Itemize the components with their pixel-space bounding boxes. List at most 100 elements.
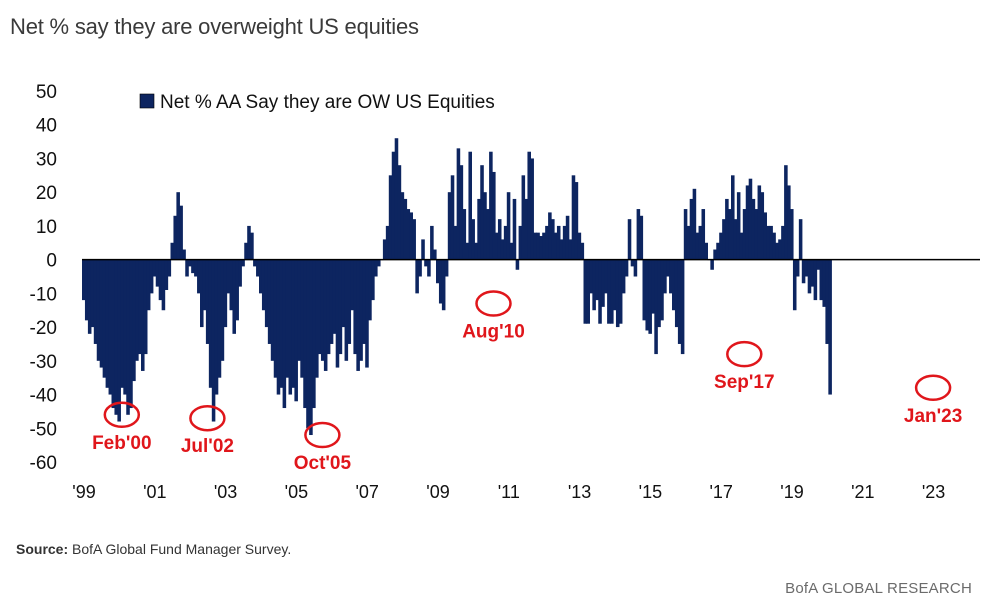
bar: [739, 232, 744, 260]
bar: [208, 259, 213, 388]
bar: [772, 232, 776, 260]
bar: [825, 259, 829, 344]
bar: [610, 259, 614, 324]
bar: [533, 232, 537, 260]
bar: [152, 259, 157, 277]
bar: [654, 259, 658, 355]
bar: [391, 151, 396, 260]
bar: [182, 249, 186, 260]
bar: [742, 209, 747, 260]
x-tick-label: '01: [143, 482, 166, 502]
y-tick-label: -10: [30, 284, 57, 305]
bar: [326, 259, 331, 355]
y-tick-label: -20: [30, 318, 57, 339]
x-tick-label: '13: [568, 482, 591, 502]
bar: [645, 259, 649, 331]
bar: [660, 259, 664, 321]
bar: [347, 259, 352, 344]
bar: [377, 259, 381, 267]
annotation-circle: [103, 401, 141, 429]
bar: [769, 225, 773, 260]
bar: [365, 259, 369, 368]
bar: [456, 148, 461, 260]
bar: [338, 259, 343, 355]
bar: [548, 212, 552, 260]
bar: [495, 232, 499, 260]
annotation-circle: [304, 421, 341, 449]
bar: [105, 259, 110, 388]
bar: [778, 239, 782, 260]
bar: [745, 185, 750, 260]
bar: [96, 259, 101, 361]
bar: [580, 242, 585, 260]
bar: [135, 259, 139, 361]
y-tick-label: -40: [30, 386, 57, 407]
bar: [276, 259, 281, 395]
bar: [436, 259, 440, 284]
bar: [371, 259, 375, 301]
bar: [719, 232, 723, 260]
bar: [409, 212, 413, 260]
bar: [471, 219, 475, 260]
bar: [344, 259, 349, 361]
bar: [589, 259, 593, 294]
bar: [205, 259, 210, 344]
legend-label: Net % AA Say they are OW US Equities: [160, 92, 495, 113]
bar: [775, 242, 779, 260]
bar: [332, 259, 337, 334]
bar: [465, 242, 470, 260]
bar: [636, 209, 641, 260]
bar: [282, 259, 287, 409]
bar: [335, 259, 340, 368]
bar: [320, 259, 325, 361]
bar: [191, 259, 195, 274]
annotation-circle: [726, 340, 763, 368]
x-axis-ticks: '99 '01 '03 '05 '07 '09 '11 '13 '15 '17 '19 '21 '23: [72, 482, 945, 502]
bar: [155, 259, 160, 287]
bar: [607, 259, 611, 324]
y-tick-label: -60: [30, 453, 57, 474]
x-tick-label: '19: [780, 482, 803, 502]
bar: [601, 259, 605, 307]
bar: [253, 259, 257, 267]
bar: [618, 259, 623, 324]
annotation-circle: [475, 290, 512, 317]
bar: [795, 259, 800, 277]
bar: [754, 209, 759, 260]
bar: [663, 259, 667, 294]
bar: [497, 219, 502, 260]
bar: [486, 209, 490, 260]
bar: [766, 225, 770, 260]
bar: [256, 259, 260, 277]
bar: [309, 259, 313, 436]
bar: [149, 259, 154, 294]
legend: Net % AA Say they are OW US Equities: [139, 92, 495, 113]
bar: [108, 259, 113, 395]
bar: [621, 259, 626, 294]
bar: [441, 259, 446, 311]
bar: [270, 259, 275, 361]
x-tick-label: '17: [709, 482, 732, 502]
bar: [586, 259, 590, 324]
bar: [648, 259, 652, 334]
bar: [763, 212, 767, 260]
bar: [506, 192, 511, 260]
bar: [807, 259, 812, 294]
bar: [114, 259, 118, 415]
bar: [447, 192, 452, 260]
bar: [303, 259, 307, 409]
x-tick-label: '11: [498, 482, 520, 502]
bar: [503, 225, 508, 260]
bar: [323, 259, 328, 371]
bar: [406, 209, 411, 260]
annotation-circle: [189, 404, 226, 432]
footer-brand: BofA GLOBAL RESEARCH: [785, 580, 972, 597]
bar: [176, 192, 180, 260]
bar: [241, 259, 245, 267]
bar: [781, 225, 785, 260]
bar: [200, 259, 204, 328]
bar: [388, 175, 393, 260]
bar: [415, 259, 419, 294]
bar: [397, 165, 402, 260]
bar: [450, 175, 455, 260]
